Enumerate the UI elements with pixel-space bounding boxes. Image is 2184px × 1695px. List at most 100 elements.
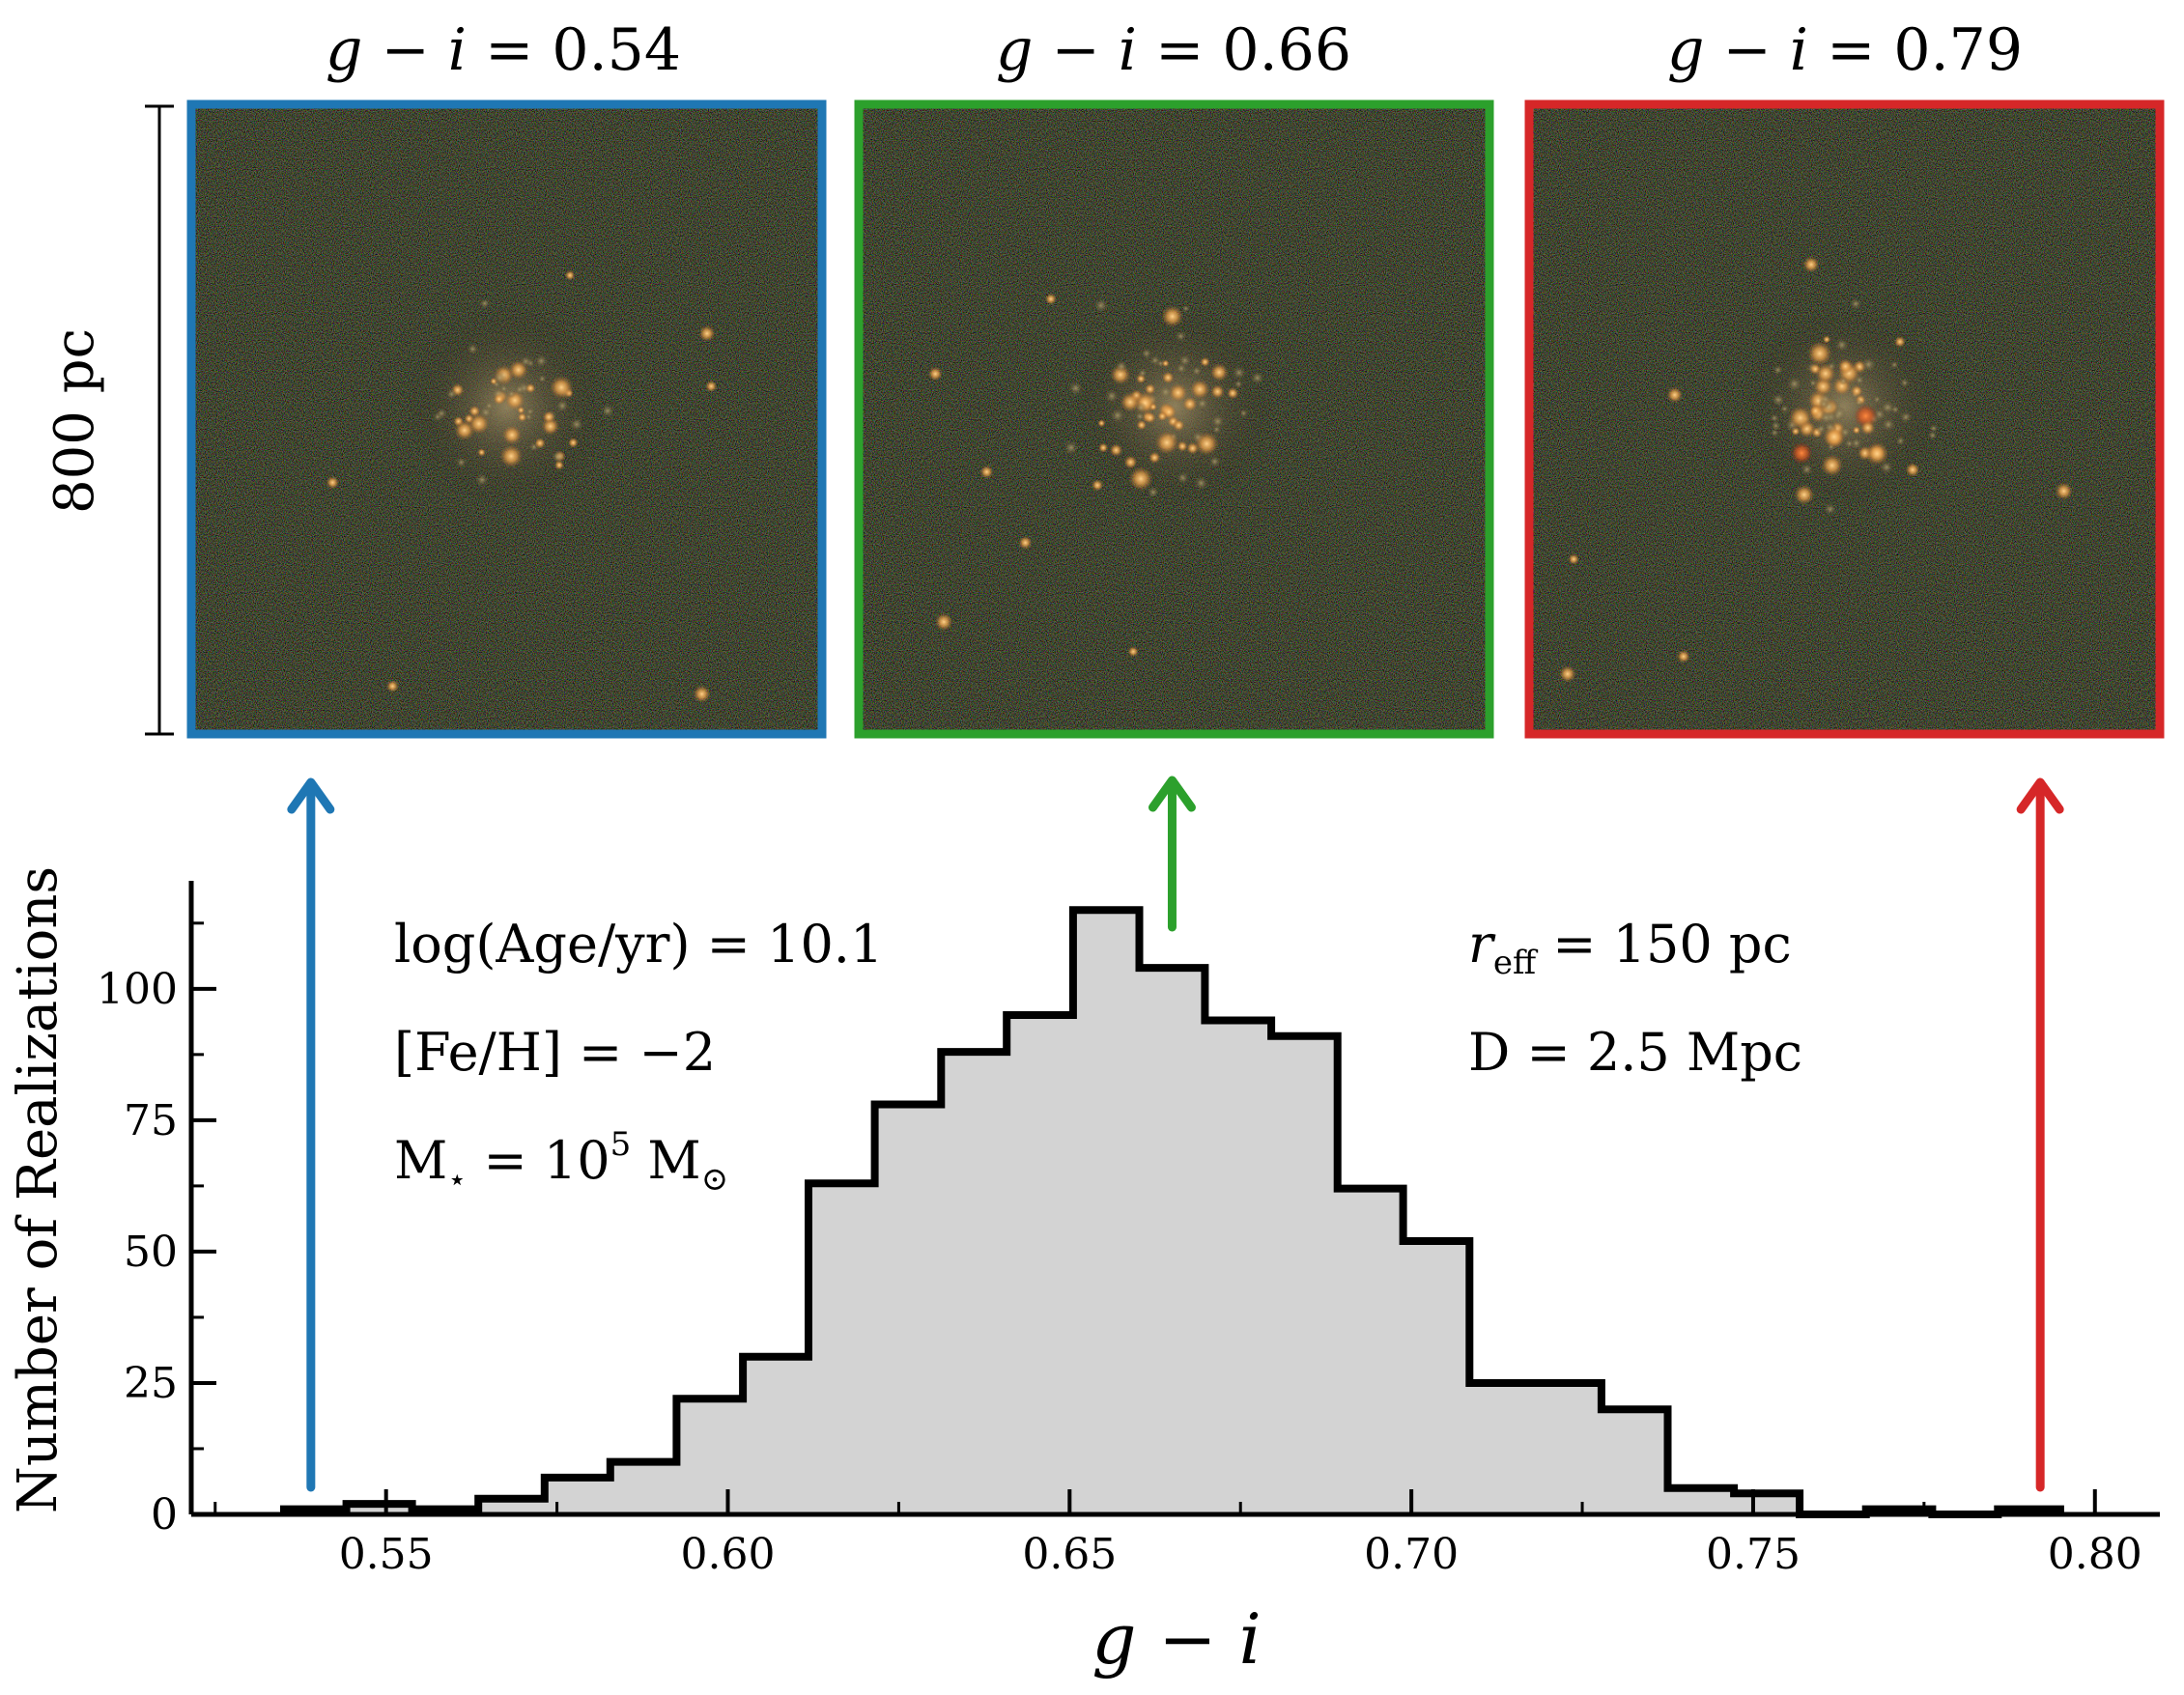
star (705, 380, 718, 393)
star (1250, 371, 1264, 385)
star (1893, 335, 1906, 348)
star (1815, 363, 1836, 384)
star (467, 343, 479, 355)
arrow-head (287, 777, 335, 814)
cluster-image-blue (191, 104, 822, 734)
star (1208, 455, 1221, 468)
star (1136, 419, 1148, 431)
star (1149, 354, 1161, 366)
star (1837, 358, 1854, 375)
histogram: 0.55 0.60 0.65 0.70 0.75 0.80 0 25 50 75 100 (97, 776, 2160, 1579)
star (1850, 438, 1862, 449)
x-tick-label: 0.65 (1022, 1530, 1117, 1579)
y-axis-label: Number of Realizations (7, 866, 70, 1513)
star (1786, 376, 1802, 392)
x-axis-ticks: 0.55 0.60 0.65 0.70 0.75 0.80 (213, 1489, 2142, 1579)
star (1137, 368, 1148, 379)
star (1232, 365, 1247, 381)
star (517, 406, 525, 414)
star (1824, 502, 1837, 516)
star (1186, 441, 1200, 455)
star (1161, 305, 1184, 328)
star (1115, 359, 1128, 373)
x-tick-label: 0.70 (1364, 1530, 1459, 1579)
star (477, 448, 486, 457)
star (1895, 436, 1906, 446)
star (1177, 440, 1188, 452)
y-axis-ticks: 0 25 50 75 100 (97, 921, 216, 1540)
star (934, 612, 953, 632)
star (1823, 425, 1846, 448)
star (1873, 395, 1882, 404)
star (1210, 414, 1225, 429)
star (1196, 397, 1209, 410)
star (525, 412, 533, 421)
annotation-mass: M⋆ = 105 M⊙ (394, 1125, 728, 1199)
cluster-glow (1744, 305, 1945, 508)
star (1181, 304, 1190, 313)
star (501, 425, 523, 445)
cluster-image-green (859, 104, 1489, 734)
star (1173, 419, 1185, 432)
star (1209, 363, 1229, 381)
annotation-distance: D = 2.5 Mpc (1468, 1022, 1802, 1083)
histogram-outline (280, 906, 2064, 1518)
star (2055, 482, 2073, 500)
star (549, 375, 574, 400)
star (1790, 441, 1813, 465)
star (1134, 410, 1146, 422)
cluster-image-red (1529, 104, 2160, 734)
star (1850, 384, 1863, 398)
x-tick-label: 0.55 (339, 1530, 434, 1579)
star (1899, 410, 1913, 424)
star (1807, 341, 1832, 366)
star (1110, 408, 1125, 424)
star (542, 410, 555, 424)
panel-title-green: g − i = 0.66 (996, 16, 1351, 84)
star (1899, 378, 1910, 388)
star (1168, 382, 1188, 403)
star (927, 366, 943, 381)
star (468, 405, 481, 417)
star (1927, 430, 1938, 440)
star (1149, 403, 1157, 411)
star (1093, 297, 1109, 313)
star (1801, 463, 1814, 476)
y-tick-label: 0 (151, 1490, 178, 1540)
star (1815, 423, 1827, 435)
star (1860, 356, 1877, 373)
star (499, 444, 524, 468)
star (1864, 441, 1889, 466)
axes-spines (188, 881, 2160, 1517)
star (1149, 451, 1161, 465)
star (1104, 389, 1120, 404)
star (1098, 442, 1109, 453)
panel-frame-green (854, 99, 1494, 739)
panel-frame-red (1524, 99, 2165, 739)
star (1772, 392, 1786, 408)
annotation-age: log(Age/yr) = 10.1 (394, 914, 883, 975)
star (1771, 420, 1781, 432)
star (493, 370, 507, 385)
star (1189, 379, 1210, 400)
star (1819, 410, 1833, 425)
star (1141, 348, 1152, 359)
star (1770, 428, 1779, 438)
star (1147, 486, 1160, 498)
annotation-metallicity: [Fe/H] = −2 (394, 1022, 716, 1083)
star (1123, 455, 1138, 469)
arrow-head (2016, 777, 2064, 814)
histogram-fill (280, 910, 2064, 1514)
star (1559, 664, 1576, 683)
star (1850, 297, 1862, 310)
star (1194, 475, 1208, 491)
star (553, 460, 565, 470)
y-tick-label: 25 (124, 1359, 178, 1408)
star (1158, 384, 1173, 399)
star (1770, 413, 1779, 423)
star (551, 450, 565, 464)
star (1120, 392, 1141, 412)
red-arrow (2016, 777, 2064, 1492)
star (1809, 404, 1823, 417)
